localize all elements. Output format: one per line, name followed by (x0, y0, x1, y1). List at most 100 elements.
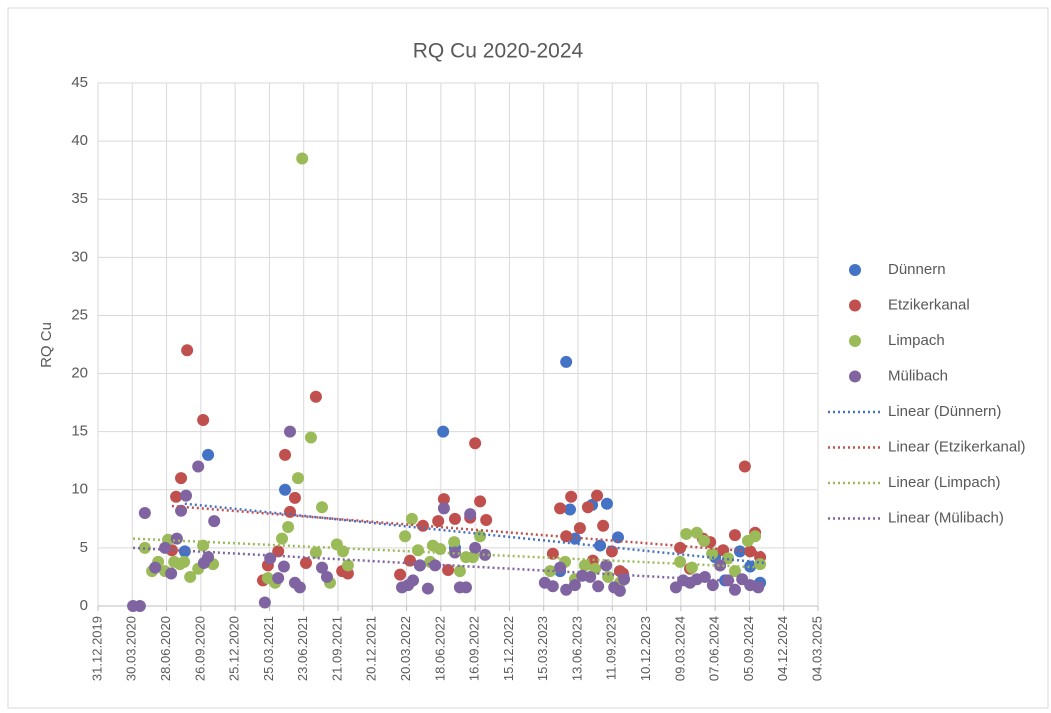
point (320, 570, 333, 583)
point (165, 567, 178, 580)
legend-marker (849, 335, 861, 347)
point (284, 425, 296, 438)
x-tick-label: 11.09.2023 (604, 616, 619, 680)
point (714, 559, 727, 572)
x-tick-label: 10.12.2023 (638, 616, 653, 681)
point (546, 580, 559, 593)
point (272, 545, 285, 558)
x-tick-label: 20.03.2022 (398, 616, 413, 681)
point (469, 541, 482, 554)
point (202, 551, 215, 564)
point (197, 539, 210, 552)
point (437, 493, 450, 506)
point (296, 152, 309, 165)
y-tick-label: 35 (71, 190, 88, 207)
point (474, 530, 487, 543)
point (680, 527, 693, 540)
point (602, 570, 615, 583)
point (202, 448, 215, 461)
legend-label: Etzikerkanal (888, 296, 970, 313)
point (412, 544, 424, 557)
point (279, 483, 292, 496)
point (181, 344, 194, 357)
point (466, 551, 479, 564)
trendline (184, 502, 766, 565)
x-tick-label: 31.12.2019 (89, 616, 104, 681)
y-tick-label: 0 (80, 597, 88, 614)
legend-label: Linear (Limpach) (888, 474, 1001, 491)
point (138, 507, 151, 520)
point (309, 390, 322, 403)
point (258, 596, 271, 609)
x-tick-label: 28.06.2020 (158, 616, 173, 681)
point (272, 572, 285, 585)
point (728, 565, 741, 578)
point (276, 532, 288, 545)
chart-title: RQ Cu 2020-2024 (413, 40, 584, 63)
point (413, 559, 426, 572)
point (594, 539, 607, 552)
trendline (132, 537, 766, 569)
x-tick-label: 23.06.2021 (295, 616, 310, 681)
point (469, 437, 482, 450)
point (432, 515, 445, 528)
point (573, 522, 586, 535)
point (309, 546, 322, 559)
legend-label: Dünnern (888, 261, 946, 278)
point (546, 547, 559, 560)
y-tick-label: 10 (71, 481, 88, 498)
point (554, 502, 567, 515)
point (581, 501, 594, 514)
point (474, 495, 487, 508)
point (448, 546, 461, 559)
point (597, 519, 610, 532)
x-tick-label: 04.03.2025 (809, 616, 824, 681)
legend-marker (849, 264, 861, 276)
point (728, 583, 741, 596)
point (178, 555, 191, 568)
point (149, 561, 162, 574)
point (180, 489, 192, 502)
point (480, 513, 493, 526)
point (282, 520, 295, 533)
x-tick-label: 09.03.2024 (672, 616, 687, 681)
point (618, 573, 631, 586)
x-tick-label: 13.06.2023 (569, 616, 584, 681)
point (341, 559, 354, 572)
x-tick-label: 18.06.2022 (432, 616, 447, 681)
point (690, 526, 703, 539)
point (159, 541, 172, 554)
point (316, 561, 328, 574)
point (304, 431, 317, 444)
point (605, 545, 618, 558)
x-tick-label: 25.12.2020 (227, 616, 242, 681)
point (544, 565, 557, 578)
y-tick-label: 15 (71, 423, 88, 440)
point (565, 490, 578, 503)
point (300, 556, 312, 569)
point (460, 581, 472, 594)
x-tick-label: 30.03.2020 (124, 616, 139, 681)
point (288, 491, 301, 504)
legend-label: Limpach (888, 332, 945, 349)
point (749, 530, 762, 543)
point (448, 536, 461, 549)
point (600, 559, 613, 572)
point (728, 529, 741, 542)
point (453, 565, 466, 578)
x-tick-label: 21.09.2021 (329, 616, 344, 681)
x-tick-label: 25.03.2021 (261, 616, 276, 681)
x-tick-label: 05.09.2024 (741, 616, 756, 681)
legend-label: Linear (Etzikerkanal) (888, 438, 1026, 455)
legend-marker (849, 299, 861, 312)
point (184, 570, 197, 583)
point (744, 560, 757, 573)
y-tick-label: 20 (71, 365, 88, 382)
point (279, 448, 292, 461)
point (277, 560, 290, 573)
point (316, 501, 328, 514)
point (592, 580, 605, 593)
point (197, 414, 210, 427)
point (584, 570, 597, 583)
legend-label: Mülibach (888, 367, 948, 384)
